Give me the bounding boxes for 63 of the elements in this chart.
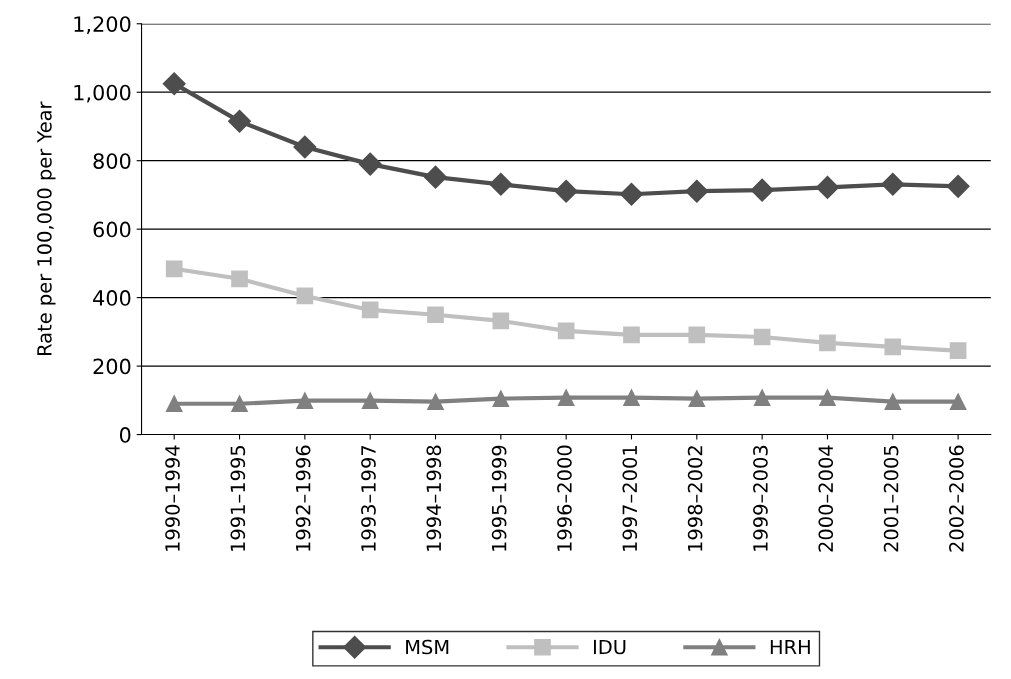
x-tick-label: 1994–1998 bbox=[426, 445, 442, 551]
point bbox=[685, 179, 709, 203]
point bbox=[819, 334, 836, 352]
point bbox=[753, 328, 771, 346]
x-tick-label: 2002–2006 bbox=[949, 445, 964, 552]
point bbox=[884, 338, 902, 356]
point bbox=[165, 260, 183, 278]
y-axis-title: Rate per 100,000 per Year bbox=[37, 101, 56, 355]
point bbox=[881, 172, 905, 196]
point bbox=[557, 322, 575, 340]
point bbox=[949, 393, 967, 411]
point bbox=[296, 287, 314, 305]
point bbox=[750, 178, 774, 202]
point bbox=[946, 174, 970, 198]
point bbox=[688, 390, 706, 407]
point bbox=[231, 395, 248, 413]
x-tick-label: 1999–2003 bbox=[753, 445, 768, 551]
point bbox=[557, 389, 575, 406]
point bbox=[554, 179, 578, 203]
x-tick-label: 2000–2004 bbox=[818, 445, 834, 552]
point bbox=[619, 182, 643, 206]
point bbox=[427, 393, 444, 411]
point bbox=[231, 270, 248, 288]
point bbox=[296, 392, 314, 410]
legend-label: IDU bbox=[593, 639, 626, 655]
point bbox=[427, 306, 444, 324]
x-tick-label: 1996–2000 bbox=[557, 445, 572, 551]
y-tick-label: 1,200 bbox=[74, 16, 131, 35]
legend-label: HRH bbox=[770, 639, 810, 655]
x-tick-label: 2001–2005 bbox=[883, 445, 899, 552]
point bbox=[949, 342, 967, 360]
x-tick-label: 1995–1999 bbox=[491, 445, 507, 551]
point bbox=[753, 389, 771, 406]
legend-label: MSM bbox=[406, 639, 449, 655]
point bbox=[884, 393, 902, 411]
y-tick-label: 200 bbox=[93, 358, 131, 375]
y-tick-label: 400 bbox=[93, 290, 131, 306]
x-tick-label: 1998–2002 bbox=[687, 446, 703, 551]
point bbox=[815, 175, 839, 199]
point bbox=[361, 301, 379, 319]
y-tick-label: 0 bbox=[119, 427, 131, 443]
point bbox=[293, 135, 317, 159]
point bbox=[228, 109, 252, 133]
point bbox=[489, 172, 513, 196]
point bbox=[819, 389, 836, 406]
x-tick-label: 1990–1994 bbox=[165, 445, 180, 551]
point bbox=[623, 389, 640, 406]
point bbox=[165, 395, 183, 413]
point bbox=[492, 390, 510, 407]
point bbox=[162, 72, 186, 96]
x-tick-label: 1992–1996 bbox=[295, 445, 311, 551]
point bbox=[358, 152, 382, 176]
y-tick-label: 1,000 bbox=[74, 84, 131, 103]
y-tick-label: 600 bbox=[93, 221, 131, 238]
x-tick-label: 1997–2001 bbox=[622, 446, 638, 551]
y-tick-label: 800 bbox=[93, 153, 131, 169]
point bbox=[361, 392, 379, 410]
point bbox=[623, 326, 640, 344]
x-tick-label: 1993–1997 bbox=[361, 445, 376, 551]
x-tick-label: 1991–1995 bbox=[230, 445, 246, 551]
point bbox=[424, 165, 448, 189]
point bbox=[688, 326, 706, 344]
point bbox=[492, 312, 510, 330]
